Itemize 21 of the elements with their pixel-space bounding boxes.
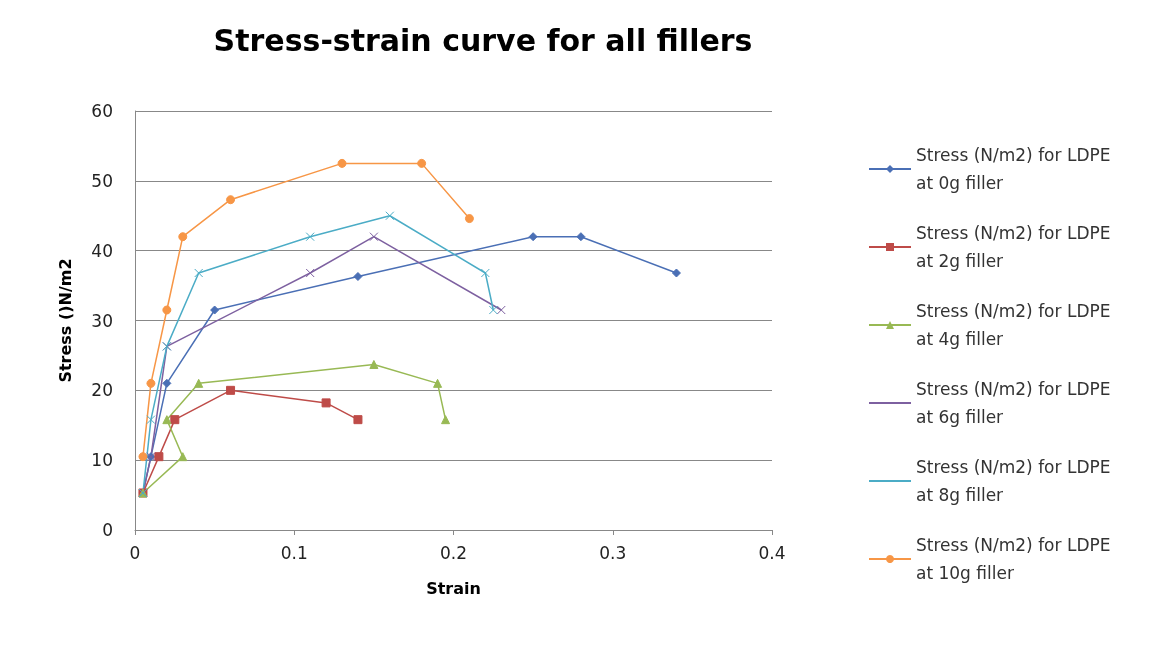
x-tick-label: 0: [129, 542, 141, 563]
legend-label: Stress (N/m2) for LDPE at 8g filler: [916, 457, 1116, 505]
chart-title: Stress-strain curve for all fillers: [213, 22, 753, 58]
legend-label: Stress (N/m2) for LDPE at 2g filler: [916, 223, 1116, 271]
y-axis-title: Stress ()N/m2: [55, 258, 75, 383]
legend-label: Stress (N/m2) for LDPE at 4g filler: [916, 301, 1116, 349]
legend-label: Stress (N/m2) for LDPE at 0g filler: [916, 145, 1116, 193]
x-axis-title: Strain: [426, 578, 481, 598]
x-tick-label: 0.3: [599, 542, 627, 563]
legend-label: Stress (N/m2) for LDPE at 6g filler: [916, 379, 1116, 427]
y-tick-label: 30: [91, 310, 113, 331]
y-tick-label: 60: [91, 101, 113, 121]
x-tick-label: 0.2: [439, 542, 468, 563]
y-tick-label: 20: [91, 380, 113, 401]
y-tick-label: 50: [91, 170, 113, 191]
legend-label: Stress (N/m2) for LDPE at 10g filler: [916, 535, 1116, 583]
y-tick-label: 0: [102, 520, 113, 540]
x-tick-label: 0.1: [280, 542, 308, 563]
y-tick-label: 10: [91, 450, 113, 471]
x-tick-label: 0.4: [758, 542, 786, 563]
y-tick-label: 40: [91, 240, 113, 261]
